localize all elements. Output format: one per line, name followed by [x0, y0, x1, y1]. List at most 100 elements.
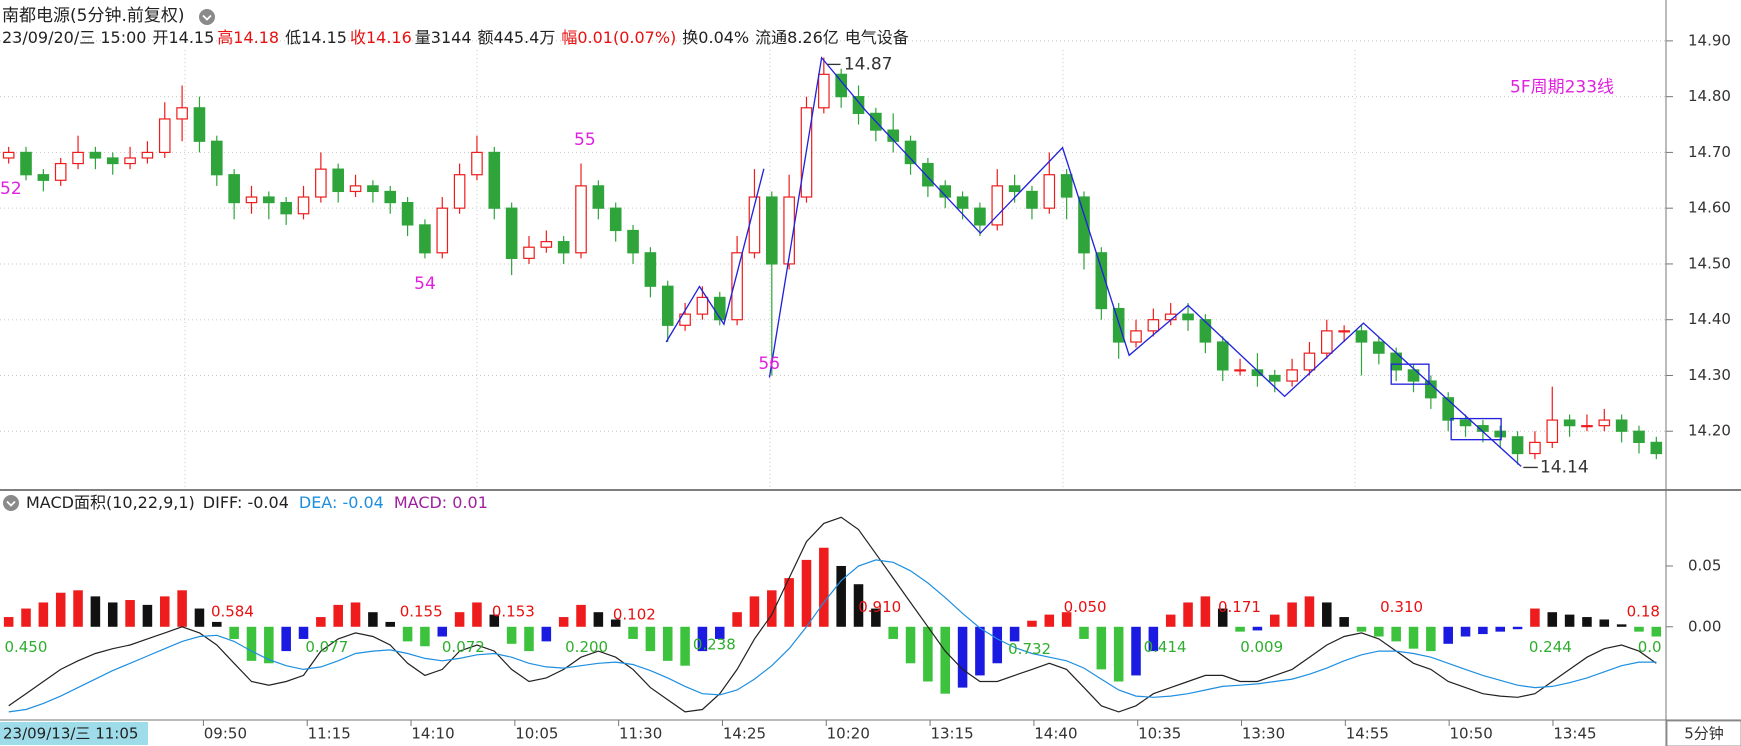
candle-body: [488, 151, 501, 209]
trend-lines: [665, 56, 1538, 469]
candle-body: [1650, 441, 1663, 455]
macd-bar: [125, 600, 135, 627]
macd-header: MACD面积(10,22,9,1) DIFF: -0.04 DEA: -0.04 MA…: [26, 493, 488, 512]
candle-body: [1268, 374, 1281, 382]
candle-body: [332, 168, 345, 193]
macd-bar: [1634, 626, 1644, 632]
candle-body: [1581, 425, 1593, 428]
candle-body: [1216, 341, 1229, 371]
macd-bar: [558, 617, 569, 627]
period-label[interactable]: 5分钟: [1684, 725, 1724, 743]
candle-body: [540, 241, 553, 248]
macd-bar: [177, 590, 187, 627]
x-tick-label: 14:40: [1034, 725, 1077, 743]
macd-bar: [871, 608, 881, 627]
candle-body: [661, 285, 674, 326]
macd-bar: [819, 547, 829, 627]
macd-title: MACD面积(10,22,9,1): [26, 493, 195, 512]
macd-bar: [454, 612, 465, 627]
x-tick-label: 14:10: [411, 725, 454, 743]
macd-bar: [628, 626, 638, 639]
candle-body: [1355, 330, 1368, 343]
area-label: 0.18: [1627, 602, 1660, 620]
box-marker: [1450, 417, 1502, 441]
macd-bar: [73, 590, 83, 627]
sector: 电气设备: [845, 28, 909, 47]
macd-bar: [281, 626, 291, 652]
field-value: 0.04%: [698, 28, 749, 47]
macd-bar: [1599, 619, 1610, 627]
macd-bar: [1252, 626, 1263, 631]
y-tick-label: 0.05: [1688, 556, 1721, 574]
area-label: 0.450: [4, 638, 47, 656]
macd-bar: [853, 584, 864, 627]
macd-dropdown-icon[interactable]: [3, 495, 19, 511]
area-label: 0.244: [1529, 638, 1572, 656]
candle-body: [523, 246, 535, 259]
macd-bar: [1079, 626, 1089, 639]
x-tick-label: 11:15: [308, 725, 351, 743]
candle-body: [1338, 330, 1350, 333]
macd-bar: [1061, 612, 1072, 627]
macd-bar: [610, 619, 621, 627]
macd-bar: [1426, 626, 1436, 652]
y-tick-label: 0.00: [1688, 617, 1721, 635]
macd-bar: [1616, 624, 1627, 627]
macd-bar: [1339, 617, 1349, 627]
field-label: 收: [350, 28, 366, 47]
macd-bar: [385, 621, 396, 627]
x-tick-label: 14:55: [1346, 725, 1389, 743]
macd-bar: [1131, 626, 1141, 676]
candle-body: [713, 296, 726, 321]
macd-bar: [506, 626, 517, 644]
macd-bar: [107, 602, 118, 627]
candle-body: [1633, 430, 1645, 443]
macd-bar: [1408, 626, 1419, 649]
candle-body: [453, 174, 466, 209]
candle-body: [1598, 419, 1611, 427]
macd-bar: [645, 626, 656, 652]
macd-bar: [1304, 596, 1315, 627]
candle-body: [1320, 330, 1333, 354]
macd-bar: [541, 626, 552, 642]
candle-body: [367, 185, 379, 193]
field-label: 幅: [561, 28, 577, 47]
dea-label: DEA: -0.04: [299, 493, 384, 512]
zigzag-line: [768, 56, 1522, 467]
macd-bar: [1530, 608, 1540, 627]
macd-bar: [333, 604, 343, 627]
field-value: 14.18: [233, 28, 279, 47]
candle-body: [1130, 330, 1142, 343]
macd-bar: [593, 612, 604, 627]
macd-label: MACD: 0.01: [394, 493, 488, 512]
macd-bar: [1374, 626, 1384, 637]
dropdown-icon[interactable]: [199, 9, 215, 25]
macd-bar: [1356, 626, 1367, 632]
candle-body: [609, 207, 622, 232]
candle-body: [557, 241, 570, 254]
area-label: 0.732: [1008, 640, 1051, 658]
candle-body: [1060, 174, 1073, 198]
macd-bar: [1148, 626, 1159, 652]
macd-bar: [90, 596, 101, 627]
period-box[interactable]: [1666, 720, 1741, 746]
candle-body: [575, 185, 587, 254]
annotation: 54: [414, 274, 436, 294]
macd-bar: [489, 614, 500, 627]
macd-bar: [368, 612, 378, 627]
x-tick-label: 13:15: [930, 725, 973, 743]
field-value: 14.16: [366, 28, 412, 47]
annotation: 5F周期233线: [1510, 78, 1614, 98]
candle-body: [922, 162, 934, 187]
macd-bar: [1512, 626, 1523, 630]
area-label: 0.155: [400, 602, 443, 620]
field-label: 额: [478, 28, 494, 47]
candle-body: [939, 185, 952, 198]
candle-body: [193, 107, 206, 142]
candle-body: [1112, 307, 1125, 343]
candle-body: [991, 185, 1004, 226]
field-value: 0.01(0.07%): [577, 28, 676, 47]
macd-bar: [1391, 626, 1401, 642]
